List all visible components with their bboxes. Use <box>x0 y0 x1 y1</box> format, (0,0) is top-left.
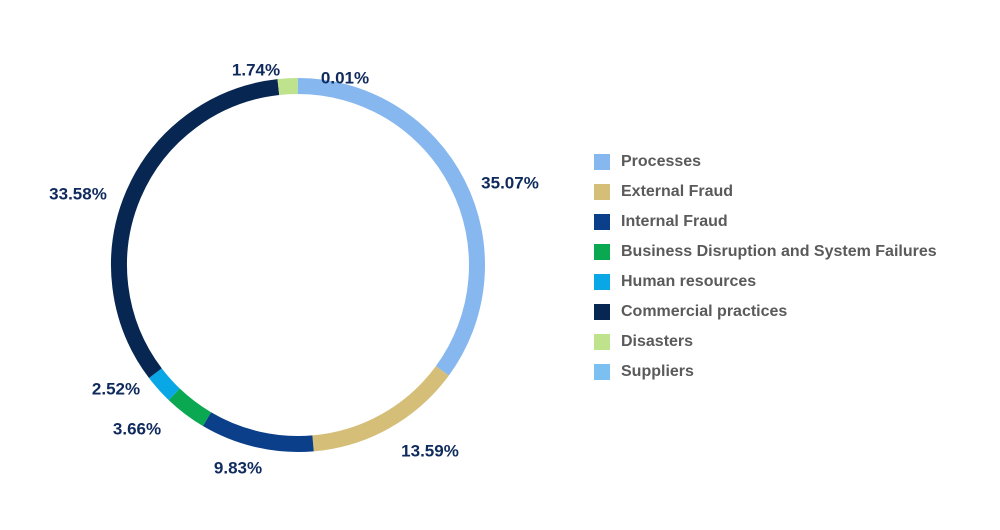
legend-swatch <box>594 274 610 290</box>
legend: Processes External Fraud Internal Fraud Bus… <box>594 153 937 380</box>
legend-item-suppliers: Suppliers <box>594 363 694 380</box>
value-label-processes: 35.07% <box>481 173 539 192</box>
legend-label: Commercial practices <box>621 303 787 320</box>
legend-swatch <box>594 334 610 350</box>
value-label-disasters: 1.74% <box>232 60 280 79</box>
slice-value-labels: 35.07% 13.59% 9.83% 3.66% 2.52% 33.58% 1.74% 0.… <box>49 60 539 477</box>
legend-item-external-fraud: External Fraud <box>594 183 733 200</box>
value-label-human-resources: 2.52% <box>92 379 140 398</box>
legend-swatch <box>594 154 610 170</box>
legend-item-human-resources: Human resources <box>594 273 756 290</box>
value-label-suppliers: 0.01% <box>321 68 369 87</box>
value-label-business-disruption-and-system-failures: 3.66% <box>113 419 161 438</box>
legend-label: Disasters <box>621 333 693 350</box>
donut-slice-internal-fraud <box>202 412 314 452</box>
donut-slice-external-fraud <box>312 366 449 452</box>
legend-swatch <box>594 214 610 230</box>
donut-slice-processes <box>297 78 485 376</box>
legend-item-disasters: Disasters <box>594 333 693 350</box>
donut-slice-human-resources <box>149 368 180 401</box>
legend-label: Processes <box>621 153 701 170</box>
donut-slice-disasters <box>277 78 298 96</box>
legend-label: Suppliers <box>621 363 694 380</box>
legend-label: Business Disruption and System Failures <box>621 243 937 260</box>
value-label-external-fraud: 13.59% <box>401 441 459 460</box>
value-label-commercial-practices: 33.58% <box>49 184 107 203</box>
legend-item-internal-fraud: Internal Fraud <box>594 213 728 230</box>
donut-slice-commercial-practices <box>111 79 280 379</box>
legend-label: External Fraud <box>621 183 733 200</box>
legend-label: Human resources <box>621 273 756 290</box>
legend-label: Internal Fraud <box>621 213 728 230</box>
legend-swatch <box>594 244 610 260</box>
legend-item-commercial-practices: Commercial practices <box>594 303 787 320</box>
donut-slice-business-disruption-and-system-failures <box>168 388 212 427</box>
legend-swatch <box>594 304 610 320</box>
value-label-internal-fraud: 9.83% <box>214 458 262 477</box>
legend-item-business-disruption-and-system-failures: Business Disruption and System Failures <box>594 243 937 260</box>
donut-slices <box>111 77 485 452</box>
legend-swatch <box>594 364 610 380</box>
legend-swatch <box>594 184 610 200</box>
legend-item-processes: Processes <box>594 153 701 170</box>
